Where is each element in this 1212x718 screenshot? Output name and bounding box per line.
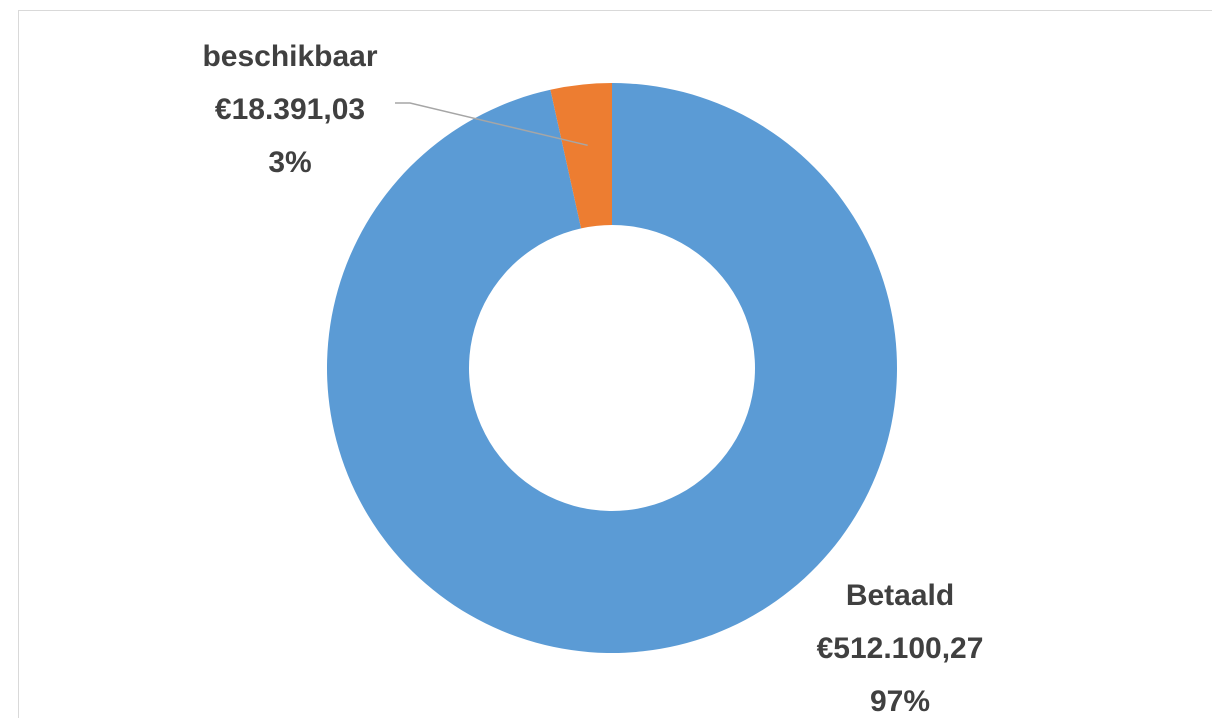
donut-slice bbox=[326, 83, 897, 653]
slice-percent-label: 3% bbox=[268, 146, 311, 179]
slice-category-label: Betaald bbox=[846, 579, 954, 612]
donut-slice bbox=[550, 83, 612, 229]
slice-value-label: €18.391,03 bbox=[215, 93, 365, 126]
leader-line bbox=[395, 102, 588, 147]
slice-value-label: €512.100,27 bbox=[817, 632, 984, 665]
slice-percent-label: 97% bbox=[870, 685, 930, 718]
slice-category-label: beschikbaar bbox=[202, 40, 377, 73]
chart-frame bbox=[18, 10, 1212, 718]
